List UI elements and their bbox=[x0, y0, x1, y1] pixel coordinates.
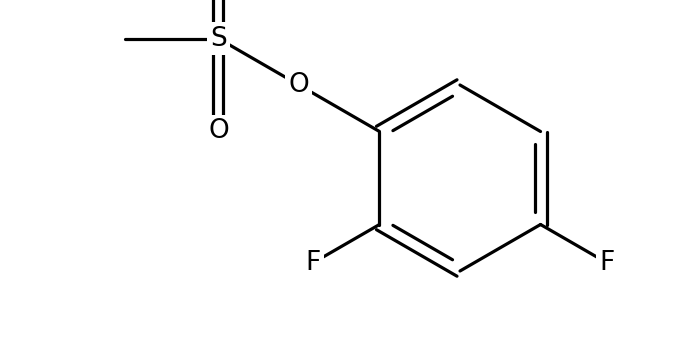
Text: F: F bbox=[599, 250, 614, 276]
Text: F: F bbox=[306, 250, 321, 276]
Text: S: S bbox=[210, 25, 226, 52]
Text: O: O bbox=[208, 119, 228, 144]
Text: O: O bbox=[288, 72, 309, 98]
